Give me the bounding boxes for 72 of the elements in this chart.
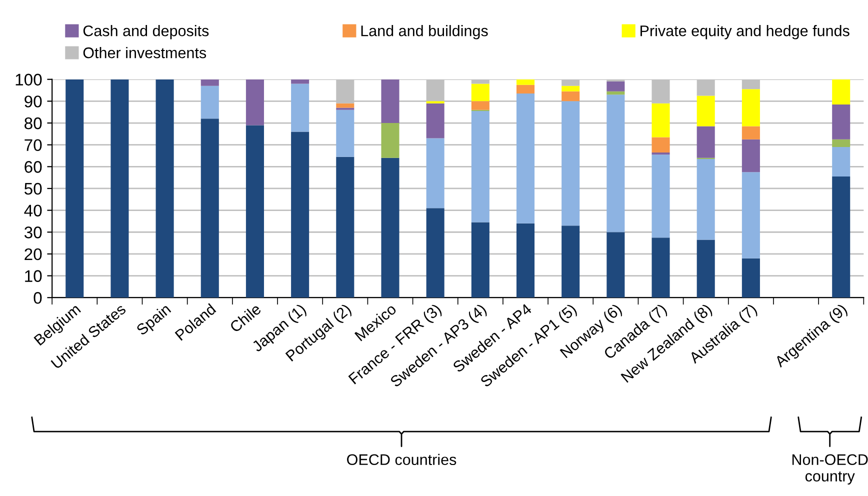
bar [336,103,354,108]
bar [336,110,354,157]
bar [742,126,760,140]
bar [652,137,670,152]
bar [832,176,850,298]
bar [156,79,174,298]
bar [200,79,219,86]
y-tick-label: 20 [24,248,42,260]
bar [471,111,490,222]
bar [471,84,490,102]
bar [471,222,490,298]
bar [426,208,444,298]
bar [832,104,850,140]
bar [516,79,535,85]
bar [562,86,580,92]
y-tick-label: 60 [24,161,42,173]
bar [652,152,670,155]
y-tick-label: 70 [24,139,42,152]
y-tick-label: 50 [24,182,42,195]
bar [696,240,715,298]
text: Non-OECD country [792,454,868,485]
bar [426,103,444,138]
legend-label: Cash and deposits [83,25,209,40]
bar [246,125,264,298]
y-tick-label: 100 [16,74,42,86]
bar [832,139,850,148]
bar [742,172,760,258]
bar [606,94,625,232]
bar [381,158,400,298]
y-tick-label: 90 [24,96,42,108]
bar [200,86,219,119]
bar [291,84,310,132]
bar [606,232,625,298]
bar [696,126,715,158]
bar [606,82,625,92]
bar [562,226,580,298]
bar [516,94,535,224]
bar [652,238,670,298]
text: OECD countries [347,454,456,466]
bar [381,79,400,124]
bar [696,159,715,240]
bar [562,91,580,102]
bar [426,138,444,208]
bar [291,132,310,298]
legend-label: Other investments [83,47,206,58]
bar [562,101,580,226]
bar [742,258,760,298]
bar [832,79,850,104]
bar [516,84,535,94]
legend-label: Land and buildings [361,25,488,40]
bar [66,79,84,298]
bar [742,139,760,172]
y-tick-label: 0 [34,292,42,304]
y-tick-label: 10 [25,270,42,282]
legend-label: Private equity and hedge funds [640,25,850,40]
y-tick-label: 40 [24,204,42,217]
y-tick-label: 80 [24,117,42,130]
bar [606,91,625,95]
bar [696,96,715,126]
bar [516,223,535,298]
bar [381,123,400,158]
y-tick-label: 30 [24,226,42,238]
bar [652,154,670,238]
bar [291,79,310,84]
bar [246,79,264,126]
bar [471,101,490,110]
bar [742,89,760,126]
bar [110,79,129,298]
bar [200,118,219,298]
bar [336,156,354,298]
bar [832,147,850,176]
bar [652,103,670,138]
